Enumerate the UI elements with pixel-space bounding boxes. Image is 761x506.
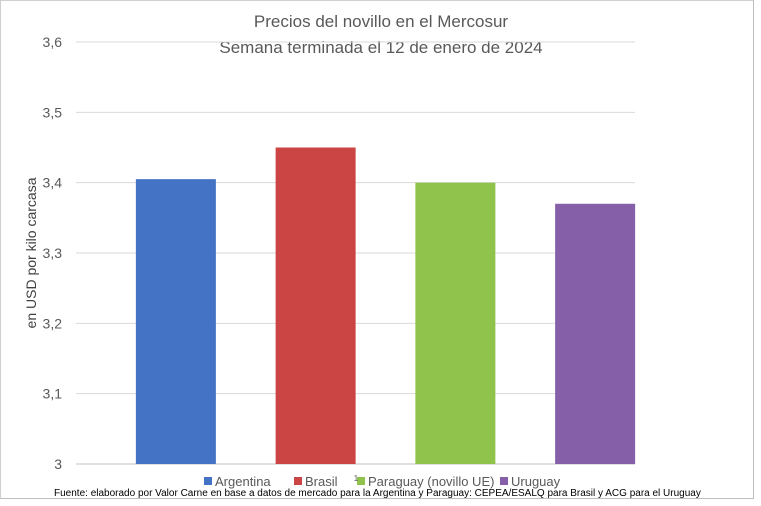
legend-swatch (500, 477, 508, 485)
footnote-marker: 1 (354, 474, 359, 483)
bar-chart: Precios del novillo en el Mercosur Seman… (23, 12, 701, 499)
legend-swatch (294, 477, 302, 485)
legend-swatch (204, 477, 212, 485)
y-axis-title: en USD por kilo carcasa (23, 177, 39, 328)
bar-brasil (275, 147, 356, 464)
legend-label: Paraguay (novillo UE) (368, 474, 494, 489)
legend-label: Argentina (215, 474, 271, 489)
bars (135, 147, 636, 464)
y-tick-label: 3 (54, 456, 62, 472)
y-tick-label: 3,1 (43, 386, 63, 402)
legend-swatch (357, 477, 365, 485)
y-tick-label: 3,2 (43, 315, 63, 331)
legend: Argentina Brasil Paraguay (novillo UE) Urug… (204, 474, 561, 489)
chart-title: Precios del novillo en el Mercosur (254, 12, 509, 31)
chart-frame: Precios del novillo en el Mercosur Seman… (0, 0, 754, 499)
legend-label: Uruguay (511, 474, 561, 489)
legend-label: Brasil (305, 474, 338, 489)
y-tick-label: 3,4 (43, 175, 63, 191)
y-tick-label: 3,5 (43, 104, 63, 120)
y-tick-label: 3,6 (43, 34, 63, 50)
y-tick-label: 3,3 (43, 245, 63, 261)
bar-uruguay (555, 203, 636, 464)
y-axis-ticks: 3 3,1 3,2 3,3 3,4 3,5 3,6 (43, 34, 63, 472)
bar-argentina (135, 179, 216, 464)
bar-paraguay (415, 182, 496, 464)
chart-subtitle: Semana terminada el 12 de enero de 2024 (219, 38, 542, 57)
source-note: Fuente: elaborado por Valor Carne en bas… (54, 488, 701, 499)
